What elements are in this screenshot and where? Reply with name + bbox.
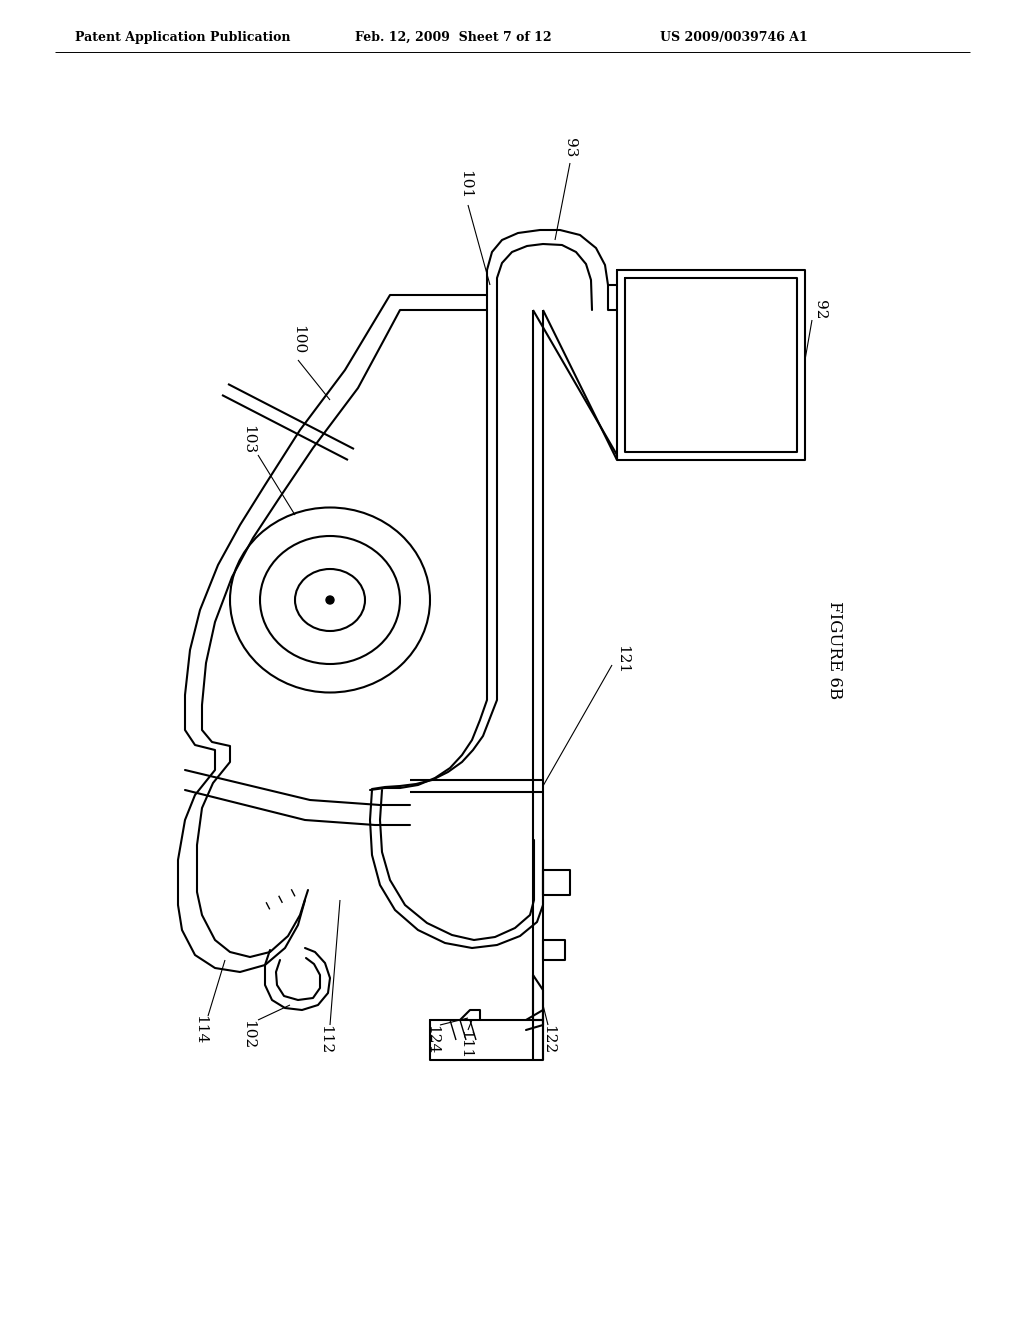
Text: Feb. 12, 2009  Sheet 7 of 12: Feb. 12, 2009 Sheet 7 of 12 xyxy=(355,30,552,44)
Text: 101: 101 xyxy=(458,170,472,199)
Text: 121: 121 xyxy=(615,645,629,675)
Text: 114: 114 xyxy=(193,1015,207,1044)
Text: US 2009/0039746 A1: US 2009/0039746 A1 xyxy=(660,30,808,44)
Text: 92: 92 xyxy=(813,300,827,319)
Text: 122: 122 xyxy=(541,1026,555,1055)
Text: 124: 124 xyxy=(425,1026,439,1055)
Text: Patent Application Publication: Patent Application Publication xyxy=(75,30,291,44)
Text: 112: 112 xyxy=(318,1026,332,1055)
Text: 111: 111 xyxy=(458,1031,472,1060)
Text: 93: 93 xyxy=(563,139,577,157)
Text: 100: 100 xyxy=(291,325,305,355)
Text: 103: 103 xyxy=(241,425,255,454)
Text: FIGURE 6B: FIGURE 6B xyxy=(826,601,844,700)
Text: 102: 102 xyxy=(241,1020,255,1049)
Circle shape xyxy=(326,597,334,605)
